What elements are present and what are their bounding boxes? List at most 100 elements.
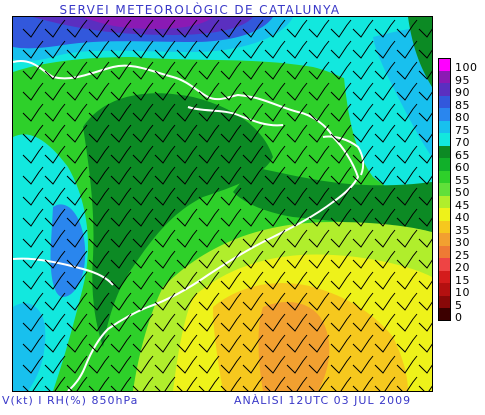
wind-barb bbox=[66, 271, 88, 290]
wind-barb bbox=[330, 355, 352, 374]
wind-barb bbox=[330, 40, 352, 59]
wind-barb bbox=[198, 187, 220, 206]
legend-swatch bbox=[438, 170, 451, 183]
wind-barb bbox=[264, 229, 286, 248]
wind-barb bbox=[330, 229, 352, 248]
legend-swatch bbox=[438, 133, 451, 146]
wind-barb bbox=[176, 19, 198, 38]
wind-barb bbox=[66, 124, 88, 143]
wind-barb bbox=[352, 229, 374, 248]
wind-barb bbox=[110, 376, 132, 391]
wind-barb bbox=[308, 292, 330, 311]
wind-barb bbox=[308, 271, 330, 290]
wind-barb bbox=[44, 208, 66, 227]
wind-barb bbox=[308, 187, 330, 206]
wind-barb bbox=[418, 238, 432, 248]
wind-barb bbox=[330, 145, 352, 164]
wind-barb bbox=[330, 166, 352, 185]
wind-barb bbox=[330, 313, 352, 332]
wind-barb bbox=[220, 334, 242, 353]
wind-barb bbox=[418, 154, 432, 164]
wind-barb bbox=[264, 166, 286, 185]
wind-barb bbox=[198, 271, 220, 290]
wind-barb bbox=[418, 259, 432, 269]
wind-barb bbox=[418, 196, 432, 206]
wind-barb bbox=[374, 250, 396, 269]
wind-barb bbox=[66, 355, 88, 374]
wind-barb bbox=[352, 187, 374, 206]
wind-barb bbox=[286, 292, 308, 311]
wind-barb bbox=[220, 166, 242, 185]
wind-barb bbox=[22, 40, 44, 59]
wind-barb bbox=[198, 313, 220, 332]
wind-barb bbox=[110, 271, 132, 290]
wind-barb bbox=[286, 61, 308, 80]
wind-barb bbox=[396, 145, 418, 164]
wind-barb bbox=[418, 112, 432, 122]
wind-barb bbox=[66, 40, 88, 59]
wind-barb bbox=[242, 187, 264, 206]
wind-barb bbox=[352, 271, 374, 290]
wind-barb bbox=[132, 292, 154, 311]
wind-barb bbox=[220, 19, 242, 38]
legend-label: 20 bbox=[455, 261, 470, 274]
wind-barb bbox=[352, 166, 374, 185]
wind-barb bbox=[418, 70, 432, 80]
wind-barb bbox=[176, 166, 198, 185]
wind-barb bbox=[132, 124, 154, 143]
wind-barb bbox=[110, 229, 132, 248]
legend-swatch bbox=[438, 58, 451, 71]
wind-barb bbox=[242, 82, 264, 101]
legend-swatch bbox=[438, 245, 451, 258]
wind-barb bbox=[220, 313, 242, 332]
wind-barb bbox=[198, 124, 220, 143]
wind-barb bbox=[154, 271, 176, 290]
wind-barb bbox=[418, 91, 432, 101]
wind-barb bbox=[88, 334, 110, 353]
wind-barb bbox=[198, 145, 220, 164]
legend-swatch bbox=[438, 83, 451, 96]
wind-barb bbox=[176, 250, 198, 269]
wind-barb bbox=[286, 229, 308, 248]
wind-barb bbox=[242, 124, 264, 143]
wind-barb bbox=[44, 19, 66, 38]
wind-barb bbox=[154, 40, 176, 59]
wind-barb bbox=[418, 343, 432, 353]
wind-barb bbox=[154, 313, 176, 332]
wind-barb bbox=[44, 313, 66, 332]
wind-barb bbox=[352, 355, 374, 374]
wind-barb bbox=[374, 271, 396, 290]
wind-barb bbox=[88, 82, 110, 101]
wind-barb bbox=[220, 82, 242, 101]
wind-barb bbox=[374, 313, 396, 332]
wind-barb bbox=[176, 355, 198, 374]
wind-barb bbox=[308, 82, 330, 101]
wind-barb bbox=[330, 19, 352, 38]
wind-barb bbox=[396, 229, 418, 248]
wind-barb bbox=[220, 145, 242, 164]
wind-barb bbox=[396, 376, 418, 391]
wind-barb bbox=[418, 49, 432, 59]
wind-barb bbox=[264, 40, 286, 59]
wind-barb bbox=[396, 124, 418, 143]
wind-barb bbox=[132, 334, 154, 353]
footer-analysis-time: ANÀLISI 12UTC 03 JUL 2009 bbox=[234, 394, 412, 407]
wind-barb bbox=[264, 250, 286, 269]
wind-barb bbox=[110, 61, 132, 80]
wind-barb bbox=[154, 208, 176, 227]
wind-barb bbox=[88, 145, 110, 164]
wind-barb bbox=[330, 124, 352, 143]
wind-barb bbox=[198, 61, 220, 80]
wind-barb bbox=[308, 208, 330, 227]
legend-label: 10 bbox=[455, 286, 470, 299]
legend-label: 35 bbox=[455, 223, 470, 237]
wind-barb bbox=[132, 61, 154, 80]
wind-barb bbox=[352, 61, 374, 80]
wind-barb bbox=[286, 40, 308, 59]
wind-barb bbox=[198, 250, 220, 269]
wind-barb bbox=[330, 61, 352, 80]
wind-barb bbox=[330, 292, 352, 311]
wind-barb bbox=[286, 19, 308, 38]
legend-swatch bbox=[438, 120, 451, 133]
wind-barb bbox=[396, 166, 418, 185]
